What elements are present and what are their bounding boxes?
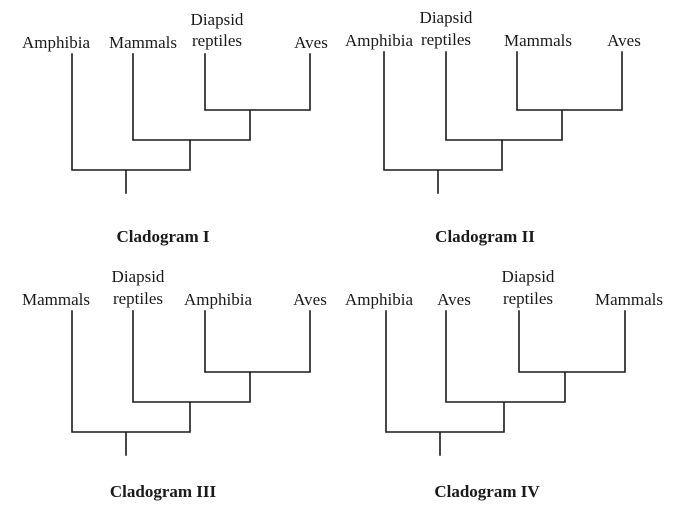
taxon-label-2-line-2: reptiles xyxy=(113,289,163,308)
taxon-label-3-line-1: Diapsid xyxy=(191,10,244,29)
cladogram-3: Mammals Diapsid reptiles Amphibia Aves C… xyxy=(22,267,327,501)
taxon-label-3-line-2: reptiles xyxy=(192,31,242,50)
taxon-label-4: Aves xyxy=(293,290,327,309)
taxon-label-3: Amphibia xyxy=(184,290,252,309)
taxon-label-4: Mammals xyxy=(595,290,663,309)
taxon-label-3-line-2: reptiles xyxy=(503,289,553,308)
taxon-label-4: Aves xyxy=(294,33,328,52)
cladogram-4-branches xyxy=(385,310,626,456)
cladogram-2-caption: Cladogram II xyxy=(435,227,535,246)
taxon-label-2-line-1: Diapsid xyxy=(420,8,473,27)
taxon-label-4: Aves xyxy=(607,31,641,50)
cladogram-2-branches xyxy=(383,51,623,194)
taxon-label-2: Aves xyxy=(437,290,471,309)
taxon-label-3: Mammals xyxy=(504,31,572,50)
taxon-label-1: Amphibia xyxy=(345,290,413,309)
taxon-label-1: Amphibia xyxy=(22,33,90,52)
cladogram-1-branches xyxy=(71,53,311,194)
cladogram-4: Amphibia Aves Diapsid reptiles Mammals C… xyxy=(345,267,663,501)
taxon-label-1: Mammals xyxy=(22,290,90,309)
cladogram-1: Amphibia Mammals Diapsid reptiles Aves C… xyxy=(22,10,328,246)
taxon-label-2: Mammals xyxy=(109,33,177,52)
taxon-label-2-line-1: Diapsid xyxy=(112,267,165,286)
taxon-label-1: Amphibia xyxy=(345,31,413,50)
cladogram-3-caption: Cladogram III xyxy=(110,482,217,501)
taxon-label-2-line-2: reptiles xyxy=(421,30,471,49)
cladogram-3-branches xyxy=(71,310,311,456)
cladogram-4-caption: Cladogram IV xyxy=(434,482,540,501)
cladogram-1-caption: Cladogram I xyxy=(116,227,209,246)
taxon-label-3-line-1: Diapsid xyxy=(502,267,555,286)
cladogram-2: Amphibia Diapsid reptiles Mammals Aves C… xyxy=(345,8,641,246)
